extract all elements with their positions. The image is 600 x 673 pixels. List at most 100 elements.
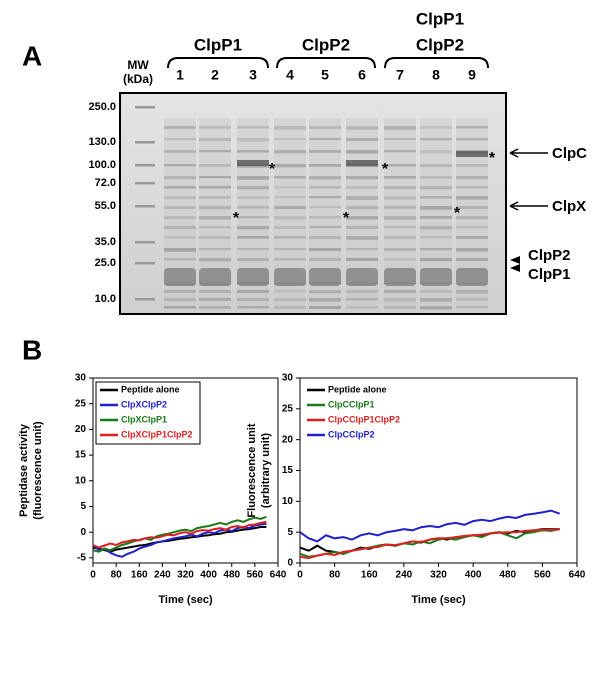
band	[274, 126, 306, 130]
band	[456, 164, 488, 167]
y-tick-label: 20	[75, 424, 87, 435]
data-line	[92, 522, 267, 558]
band	[309, 268, 341, 286]
y-tick-label: 10	[75, 475, 87, 486]
band	[164, 268, 196, 286]
band	[384, 216, 416, 220]
band	[346, 150, 378, 154]
band	[199, 258, 231, 262]
asterisk: *	[269, 161, 276, 178]
band	[346, 248, 378, 251]
band	[164, 226, 196, 230]
band	[164, 176, 196, 180]
lane-label: 8	[432, 67, 440, 83]
gel-bands	[135, 106, 488, 310]
band	[199, 176, 231, 179]
band-label: ClpX	[552, 198, 586, 215]
band	[309, 206, 341, 209]
band	[456, 298, 488, 301]
band	[346, 226, 378, 230]
band	[456, 258, 488, 261]
band	[384, 248, 416, 251]
lane-label: 2	[211, 67, 219, 83]
band	[199, 216, 231, 220]
data-line	[92, 520, 267, 549]
band	[237, 258, 269, 262]
band	[274, 258, 306, 261]
group-label: ClpP2	[302, 35, 350, 54]
band	[237, 186, 269, 190]
band	[420, 258, 452, 262]
band	[384, 258, 416, 261]
ladder-band	[135, 141, 155, 144]
band	[237, 150, 269, 153]
band	[274, 236, 306, 239]
band	[420, 298, 452, 302]
asterisk: *	[233, 210, 240, 227]
y-axis-label: Fluorescence unit	[246, 423, 258, 517]
y-tick-label: 5	[287, 527, 293, 538]
x-tick-label: 320	[177, 570, 194, 581]
band	[164, 306, 196, 309]
band	[384, 268, 416, 286]
band	[274, 176, 306, 179]
band	[237, 206, 269, 209]
x-tick-label: 480	[223, 570, 240, 581]
band	[384, 150, 416, 153]
legend-label: Peptide alone	[121, 384, 180, 394]
band	[164, 258, 196, 261]
band	[237, 196, 269, 200]
band	[164, 150, 196, 153]
band	[237, 298, 269, 302]
band	[237, 138, 269, 142]
band	[420, 290, 452, 293]
band	[274, 206, 306, 210]
legend-label: ClpCClpP1	[328, 399, 375, 409]
ladder-band	[135, 164, 155, 167]
panel-label: A	[22, 40, 42, 71]
band	[420, 164, 452, 168]
band	[346, 126, 378, 130]
band	[309, 150, 341, 153]
band	[199, 164, 231, 167]
group-brackets	[167, 57, 489, 69]
band	[199, 186, 231, 189]
band	[309, 236, 341, 239]
band	[346, 306, 378, 309]
band	[309, 126, 341, 129]
band	[237, 216, 269, 219]
band	[274, 150, 306, 154]
band	[456, 126, 488, 129]
band	[346, 206, 378, 210]
band	[346, 298, 378, 301]
x-tick-label: 80	[329, 570, 341, 581]
y-axis-label: (fluorescence unit)	[32, 421, 44, 520]
band	[309, 216, 341, 219]
band	[384, 164, 416, 167]
band	[237, 248, 269, 251]
band	[199, 248, 231, 251]
band	[199, 206, 231, 210]
legend-label: ClpXClpP2	[121, 399, 167, 409]
mw-marker-label: 10.0	[95, 293, 116, 305]
y-tick-label: 5	[80, 501, 86, 512]
band	[164, 164, 196, 167]
band	[346, 160, 378, 166]
band	[274, 298, 306, 302]
band	[309, 186, 341, 189]
band	[346, 236, 378, 240]
asterisk: *	[489, 150, 496, 167]
y-tick-label: 20	[282, 434, 294, 445]
band	[274, 138, 306, 141]
mw-label: MW	[127, 58, 149, 72]
band	[456, 151, 488, 157]
band	[346, 216, 378, 220]
x-tick-label: 320	[430, 570, 447, 581]
band	[237, 160, 269, 166]
band	[164, 186, 196, 189]
band	[199, 126, 231, 129]
band	[420, 248, 452, 251]
band	[384, 226, 416, 229]
